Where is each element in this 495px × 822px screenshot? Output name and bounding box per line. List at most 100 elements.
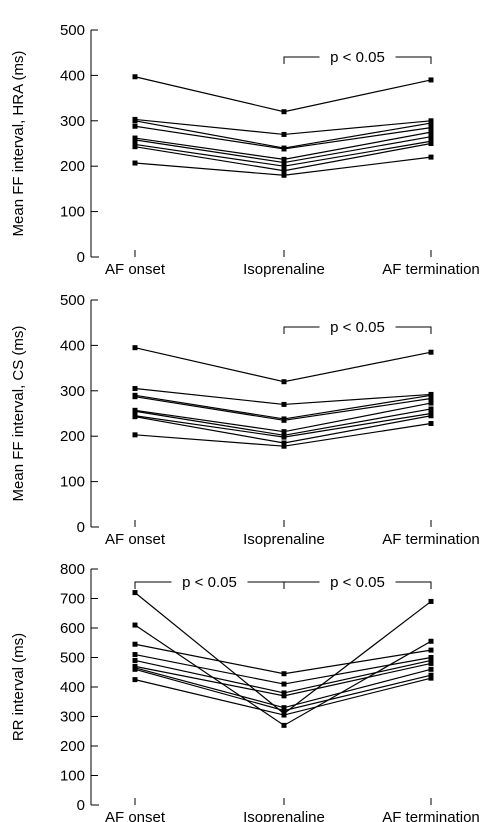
data-point <box>132 622 138 628</box>
y-tick-label: 200 <box>60 158 85 175</box>
data-point <box>281 109 287 115</box>
data-point <box>428 120 434 126</box>
significance-bracket: p < 0.05 <box>134 574 285 591</box>
data-point <box>281 693 287 699</box>
y-tick-label: 100 <box>60 474 85 491</box>
y-tick-label: 500 <box>60 650 85 667</box>
data-point <box>281 690 287 696</box>
y-tick-label: 0 <box>77 519 85 536</box>
y-tick-label: 400 <box>60 337 85 354</box>
bracket-right-segment <box>395 56 432 64</box>
data-point <box>132 657 138 663</box>
y-tick-label: 100 <box>60 204 85 221</box>
data-point <box>281 401 287 407</box>
y-tick-label: 700 <box>60 591 85 608</box>
chart-panel-3: 0 100 200 300 400 500 600 700 800 AF onset Isopren… <box>10 561 480 822</box>
x-category-label: Isoprenaline <box>243 809 325 822</box>
data-point <box>428 125 434 131</box>
data-point <box>281 156 287 162</box>
data-point <box>428 400 434 406</box>
significance-label: p < 0.05 <box>330 49 385 66</box>
data-point <box>281 417 287 423</box>
data-point <box>428 141 434 146</box>
y-tick-label: 100 <box>60 768 85 785</box>
data-point <box>132 74 138 80</box>
data-point <box>132 137 138 143</box>
data-point <box>428 420 434 426</box>
series-line <box>134 76 432 113</box>
data-point <box>132 386 138 392</box>
data-point <box>428 406 434 412</box>
significance-bracket: p < 0.05 <box>283 319 432 336</box>
y-tick-label: 300 <box>60 383 85 400</box>
x-category-label: AF termination <box>382 809 480 822</box>
data-point <box>281 440 287 446</box>
bracket-left-segment <box>134 581 172 589</box>
data-point <box>281 705 287 711</box>
y-tick-label: 600 <box>60 620 85 637</box>
x-category-label: AF termination <box>382 261 480 278</box>
data-point <box>281 681 287 687</box>
data-point <box>281 712 287 718</box>
data-point <box>132 118 138 124</box>
bracket-right-segment <box>395 326 432 334</box>
data-point <box>428 647 434 653</box>
y-axis-title: Mean FF interval, HRA (ms) <box>10 51 27 237</box>
data-point <box>132 677 138 683</box>
data-point <box>132 666 138 672</box>
y-tick-label: 300 <box>60 709 85 726</box>
data-point <box>428 349 434 355</box>
x-category-label: AF onset <box>105 261 166 278</box>
data-point <box>281 163 287 169</box>
data-point <box>428 657 434 663</box>
y-tick-label: 300 <box>60 113 85 130</box>
data-point <box>281 443 287 449</box>
data-point <box>281 671 287 677</box>
bracket-left-segment <box>283 581 320 589</box>
data-point <box>132 652 138 658</box>
data-point <box>428 129 434 135</box>
data-point <box>132 590 138 596</box>
data-point <box>132 123 138 129</box>
significance-bracket: p < 0.05 <box>283 49 432 66</box>
data-point <box>132 414 138 420</box>
significance-label: p < 0.05 <box>182 574 237 591</box>
y-tick-label: 0 <box>77 249 85 266</box>
data-point <box>132 160 138 166</box>
bracket-left-segment <box>283 326 320 334</box>
significance-label: p < 0.05 <box>330 319 385 336</box>
data-point <box>281 172 287 178</box>
chart-panel-2: 0 100 200 300 400 500 AF onset Isoprenaline AF t… <box>10 292 480 548</box>
y-axis-title: RR interval (ms) <box>10 633 27 741</box>
data-point <box>428 396 434 402</box>
y-tick-label: 500 <box>60 292 85 309</box>
significance-bracket: p < 0.05 <box>283 574 432 591</box>
data-point <box>428 672 434 678</box>
x-category-label: Isoprenaline <box>243 531 325 548</box>
data-point <box>132 432 138 438</box>
data-point <box>428 154 434 160</box>
data-point <box>132 641 138 647</box>
y-tick-label: 400 <box>60 67 85 84</box>
data-point <box>428 655 434 660</box>
chart-panel-1: 0 100 200 300 400 500 AF onset Isoprenaline AF t… <box>10 22 480 278</box>
data-point <box>281 146 287 152</box>
y-tick-label: 200 <box>60 738 85 755</box>
y-tick-label: 800 <box>60 561 85 578</box>
data-point <box>281 168 287 174</box>
y-tick-label: 400 <box>60 679 85 696</box>
data-point <box>132 394 138 400</box>
y-tick-label: 0 <box>77 797 85 814</box>
data-point <box>132 345 138 351</box>
data-point <box>281 429 287 435</box>
data-point <box>132 408 138 414</box>
y-tick-label: 500 <box>60 22 85 39</box>
data-point <box>281 379 287 385</box>
data-point <box>281 131 287 137</box>
data-point <box>428 666 434 672</box>
data-point <box>132 144 138 150</box>
bracket-right-segment <box>247 581 285 589</box>
data-point <box>428 134 434 140</box>
data-point <box>428 638 434 644</box>
